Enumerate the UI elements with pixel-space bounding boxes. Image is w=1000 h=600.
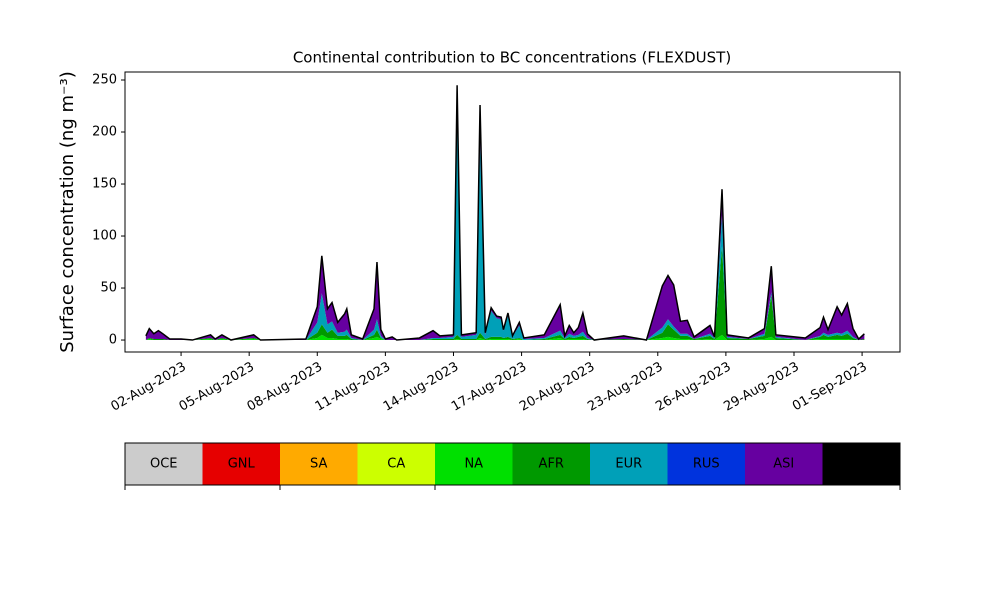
legend-label: CA — [387, 457, 405, 472]
legend-label: OCE — [150, 457, 178, 472]
legend-label: EUR — [615, 457, 642, 472]
x-tick-label: 11-Aug-2023 — [313, 360, 393, 415]
legend-label: GNL — [228, 457, 256, 472]
area — [145, 90, 865, 341]
legend-swatch — [745, 443, 823, 485]
legend-label: ASI — [773, 457, 794, 472]
legend-label: NA — [464, 457, 483, 472]
legend-swatch — [590, 443, 668, 485]
legend-swatch — [512, 443, 590, 485]
y-tick-label: 50 — [100, 281, 117, 296]
y-tick-label: 0 — [109, 333, 117, 348]
chart-title: Continental contribution to BC concentra… — [293, 49, 731, 67]
x-tick-label: 26-Aug-2023 — [653, 360, 733, 415]
y-axis-label: Surface concentration (ng m⁻³) — [57, 71, 78, 353]
x-tick-label: 01-Sep-2023 — [790, 360, 870, 415]
area — [145, 334, 865, 341]
x-tick-label: 14-Aug-2023 — [381, 360, 461, 415]
y-tick-label: 250 — [92, 73, 117, 88]
y-tick-label: 200 — [92, 125, 117, 140]
legend-swatch — [125, 443, 203, 485]
area — [145, 85, 865, 341]
legend-swatch — [202, 443, 280, 485]
area-outline — [145, 85, 865, 341]
x-tick-label: 23-Aug-2023 — [585, 360, 665, 415]
legend-label: RUS — [693, 457, 720, 472]
legend-swatch — [280, 443, 358, 485]
y-tick-label: 100 — [92, 229, 117, 244]
y-tick-label: 150 — [92, 177, 117, 192]
legend-frame — [124, 442, 901, 486]
legend-label: AFR — [539, 457, 564, 472]
x-tick-label: 20-Aug-2023 — [517, 360, 597, 415]
legend-swatch — [667, 443, 745, 485]
x-tick-label: 08-Aug-2023 — [245, 360, 325, 415]
x-tick-label: 29-Aug-2023 — [721, 360, 801, 415]
x-tick-label: 05-Aug-2023 — [177, 360, 257, 415]
legend-label: AUS — [848, 457, 875, 472]
plot-frame — [124, 71, 901, 353]
legend-swatch — [435, 443, 513, 485]
legend-swatch — [822, 443, 900, 485]
area — [145, 246, 865, 341]
x-tick-label: 02-Aug-2023 — [108, 360, 188, 415]
legend-swatch — [357, 443, 435, 485]
x-tick-label: 17-Aug-2023 — [449, 360, 529, 415]
legend-label: SA — [310, 457, 327, 472]
